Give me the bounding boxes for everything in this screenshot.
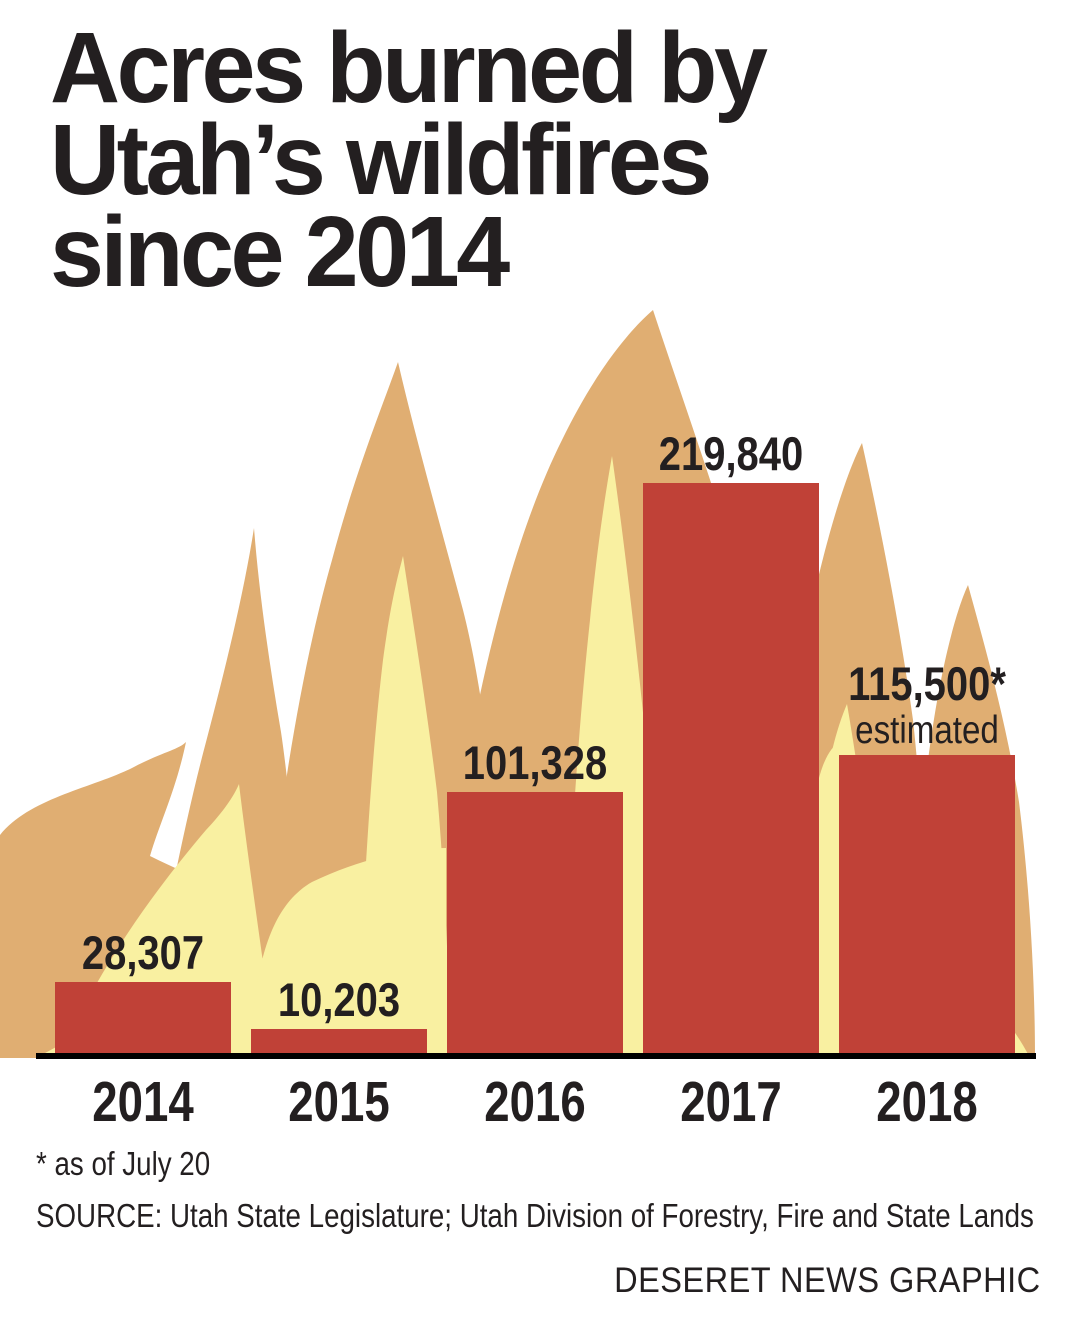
- chart-title-line1: Acres burned by: [50, 12, 768, 124]
- bar-value-label-2017: 219,840: [659, 430, 803, 477]
- x-tick-2018: 2018: [876, 1070, 978, 1134]
- bar-2015: [251, 1029, 427, 1056]
- bar-2016: [447, 792, 623, 1056]
- x-tick-2017: 2017: [680, 1070, 782, 1134]
- bar-value-label-2016: 101,328: [463, 739, 607, 786]
- bar-value-label-2014: 28,307: [82, 929, 204, 976]
- x-tick-2016: 2016: [484, 1070, 586, 1134]
- bar-value-2016: 101,328: [462, 736, 608, 789]
- chart-title-line2: Utah’s wildfires: [50, 104, 712, 216]
- chart-title: Acres burned by Utah’s wildfires since 2…: [50, 12, 768, 308]
- bar-sublabel-2018: estimated: [855, 708, 999, 752]
- x-tick-2014: 2014: [92, 1070, 194, 1134]
- footnote: * as of July 20: [36, 1145, 211, 1182]
- bar-value-2014: 28,307: [81, 926, 205, 979]
- chart-title-line3: since 2014: [50, 196, 510, 308]
- bar-value-2018: 115,500*: [848, 656, 1006, 710]
- credit: DESERET NEWS GRAPHIC: [614, 1261, 1041, 1300]
- bar-2017: [643, 483, 819, 1056]
- bar-value-2017: 219,840: [658, 427, 804, 480]
- bar-value-label-2015: 10,203: [278, 976, 400, 1023]
- flame-inner-gap-strip: [818, 742, 839, 1058]
- flame-inner-tall-left: [356, 556, 451, 1058]
- bar-2014: [55, 982, 231, 1056]
- bar-value-label-2018: 115,500* estimated: [848, 656, 1006, 752]
- x-tick-2015: 2015: [288, 1070, 390, 1134]
- x-axis-line: [36, 1053, 1036, 1059]
- source-line: SOURCE: Utah State Legislature; Utah Div…: [36, 1197, 1034, 1234]
- bar-2018: [839, 755, 1015, 1056]
- bar-value-2015: 10,203: [277, 973, 401, 1026]
